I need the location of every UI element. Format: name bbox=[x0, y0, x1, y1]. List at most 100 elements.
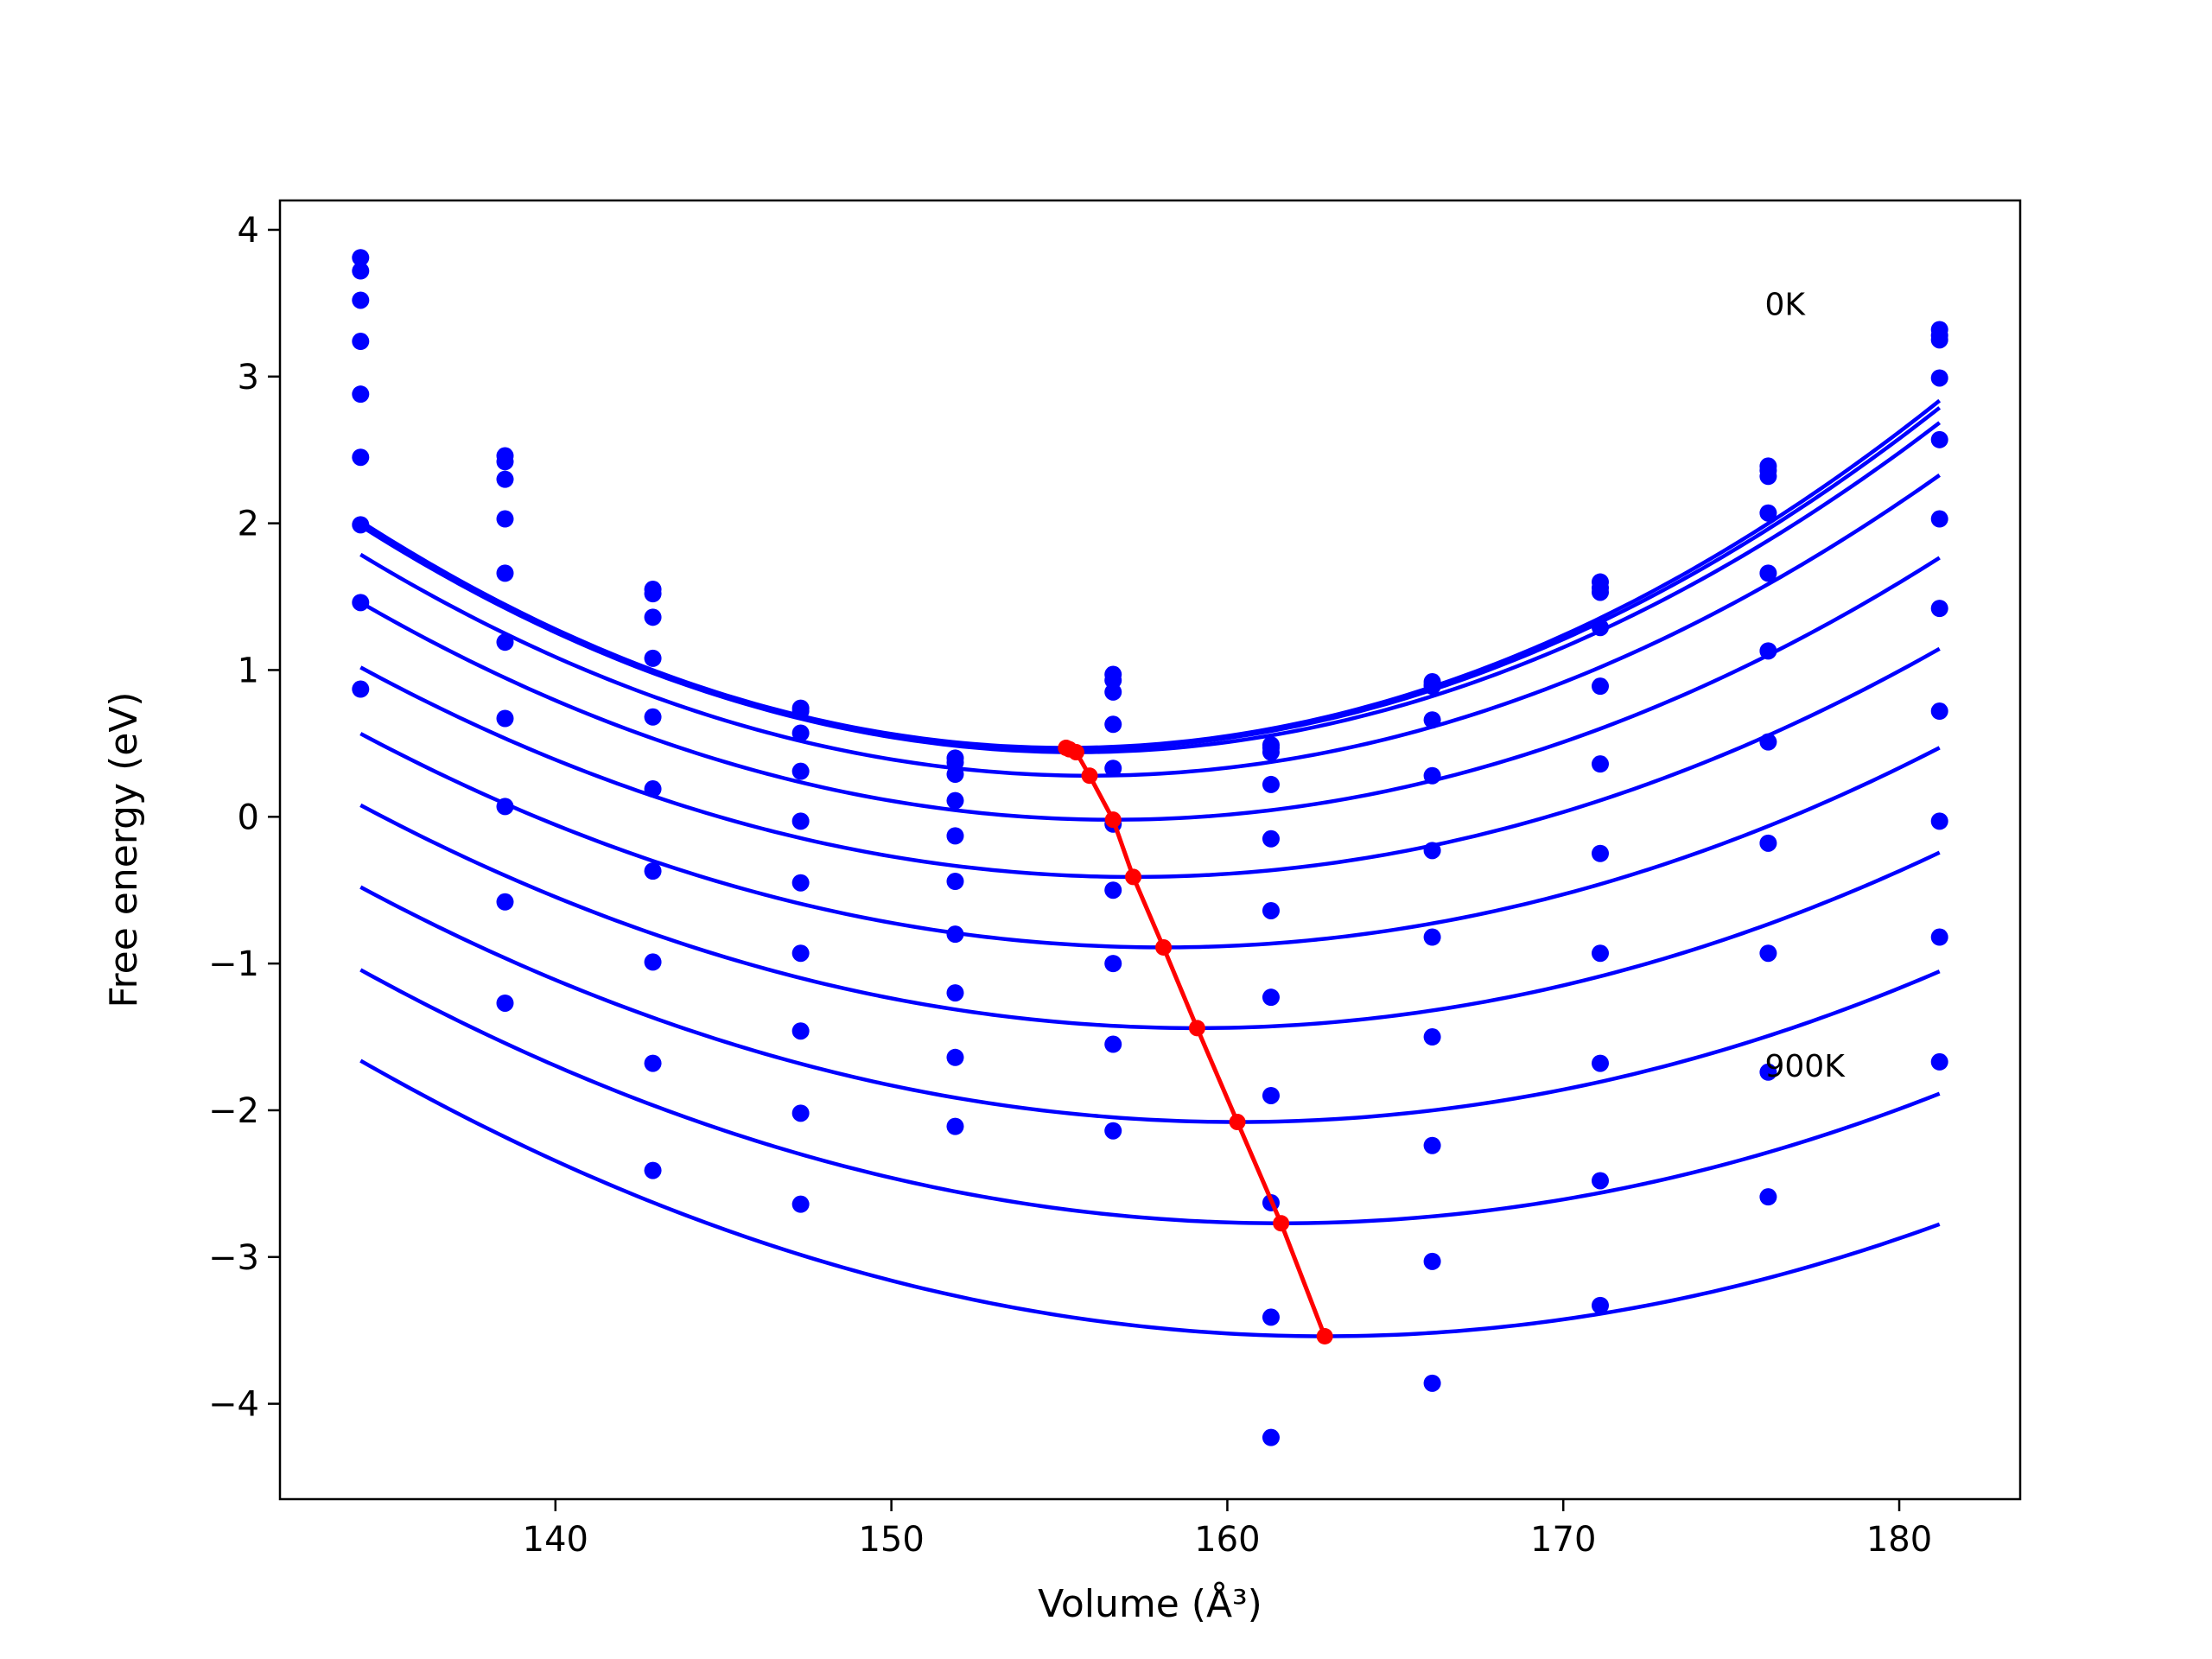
data-point bbox=[1592, 755, 1609, 773]
data-point bbox=[644, 585, 662, 603]
data-point bbox=[1759, 1063, 1777, 1081]
data-point bbox=[1423, 1374, 1441, 1392]
data-point bbox=[644, 608, 662, 626]
data-point bbox=[352, 333, 370, 351]
data-point bbox=[352, 516, 370, 534]
data-point bbox=[496, 798, 514, 816]
data-point bbox=[1759, 564, 1777, 582]
fit-curve-3 bbox=[359, 474, 1941, 778]
data-point bbox=[1592, 1054, 1609, 1072]
data-point bbox=[1759, 642, 1777, 660]
data-point bbox=[1262, 743, 1280, 761]
data-point bbox=[644, 953, 662, 971]
data-point bbox=[496, 709, 514, 728]
fit-curve-2 bbox=[359, 421, 1942, 754]
data-point bbox=[644, 1161, 662, 1179]
fit-curves bbox=[359, 398, 1942, 1338]
data-point bbox=[644, 649, 662, 667]
data-point bbox=[946, 1048, 964, 1066]
data-point bbox=[496, 453, 514, 471]
minima-point bbox=[1229, 1114, 1246, 1131]
data-point bbox=[946, 873, 964, 891]
fit-curve-8 bbox=[359, 885, 1941, 1124]
data-point bbox=[1759, 504, 1777, 522]
data-point bbox=[791, 702, 810, 721]
data-point bbox=[1930, 928, 1948, 946]
y-tick-label: 0 bbox=[238, 798, 259, 837]
minima-point bbox=[1273, 1215, 1290, 1232]
data-point bbox=[352, 291, 370, 309]
data-point bbox=[352, 680, 370, 698]
data-point bbox=[1930, 702, 1948, 721]
data-point bbox=[1262, 830, 1280, 848]
data-point bbox=[1423, 928, 1441, 946]
fit-curve-6 bbox=[359, 732, 1941, 950]
x-tick-label: 160 bbox=[1194, 1520, 1260, 1560]
data-point bbox=[946, 984, 964, 1002]
data-point bbox=[1759, 467, 1777, 486]
data-point bbox=[1423, 677, 1441, 696]
fit-curve-4 bbox=[359, 556, 1941, 822]
data-point bbox=[1262, 1308, 1280, 1326]
data-point bbox=[1759, 834, 1777, 852]
y-tick-label: −1 bbox=[208, 944, 259, 984]
x-tick-label: 140 bbox=[523, 1520, 588, 1560]
data-point bbox=[644, 780, 662, 798]
y-tick-label: 3 bbox=[238, 358, 259, 397]
data-point bbox=[1592, 844, 1609, 862]
data-point bbox=[791, 1022, 810, 1040]
y-tick-label: 4 bbox=[238, 211, 259, 251]
fit-curve-5 bbox=[359, 646, 1941, 880]
data-point bbox=[352, 385, 370, 404]
data-point bbox=[1423, 1252, 1441, 1270]
data-point bbox=[1592, 583, 1609, 601]
data-point bbox=[1930, 369, 1948, 387]
y-tick-label: −3 bbox=[208, 1238, 259, 1278]
data-point bbox=[791, 812, 810, 830]
data-point bbox=[1592, 1296, 1609, 1314]
data-point bbox=[496, 994, 514, 1012]
y-tick-label: −4 bbox=[208, 1385, 259, 1425]
minima-series bbox=[1058, 739, 1333, 1344]
data-point bbox=[946, 791, 964, 810]
data-point bbox=[791, 724, 810, 742]
data-point bbox=[1423, 766, 1441, 785]
minima-point bbox=[1104, 811, 1122, 829]
data-point bbox=[946, 827, 964, 845]
data-point bbox=[352, 448, 370, 467]
data-point bbox=[1759, 1188, 1777, 1206]
data-point bbox=[1930, 1052, 1948, 1071]
data-point bbox=[1104, 1122, 1122, 1140]
data-point bbox=[1104, 715, 1122, 734]
x-axis-ticks: 140 150 160 170 180 bbox=[523, 1499, 1932, 1560]
minima-point bbox=[1081, 767, 1098, 785]
annotation-900k: 900K bbox=[1765, 1049, 1847, 1084]
data-point bbox=[791, 1104, 810, 1122]
data-point bbox=[946, 766, 964, 784]
data-point bbox=[1930, 812, 1948, 830]
data-points bbox=[352, 249, 1948, 1446]
y-tick-label: 2 bbox=[238, 505, 259, 544]
data-point bbox=[1262, 988, 1280, 1007]
data-point bbox=[946, 1117, 964, 1135]
annotation-0k: 0K bbox=[1765, 287, 1807, 322]
data-point bbox=[1262, 901, 1280, 919]
x-axis-label: Volume (Å³) bbox=[1038, 1580, 1262, 1626]
data-point bbox=[1592, 619, 1609, 637]
data-point bbox=[1930, 430, 1948, 448]
data-point bbox=[1592, 1172, 1609, 1190]
data-point bbox=[1930, 510, 1948, 528]
data-point bbox=[1423, 842, 1441, 860]
data-point bbox=[1104, 760, 1122, 778]
data-point bbox=[1592, 944, 1609, 963]
y-axis-label: Free energy (eV) bbox=[102, 691, 146, 1007]
fit-curve-7 bbox=[359, 803, 1941, 1031]
data-point bbox=[352, 262, 370, 280]
data-point bbox=[496, 893, 514, 911]
data-point bbox=[496, 470, 514, 488]
data-point bbox=[1104, 1035, 1122, 1053]
minima-point bbox=[1125, 868, 1142, 886]
data-point bbox=[791, 762, 810, 780]
data-point bbox=[791, 944, 810, 963]
